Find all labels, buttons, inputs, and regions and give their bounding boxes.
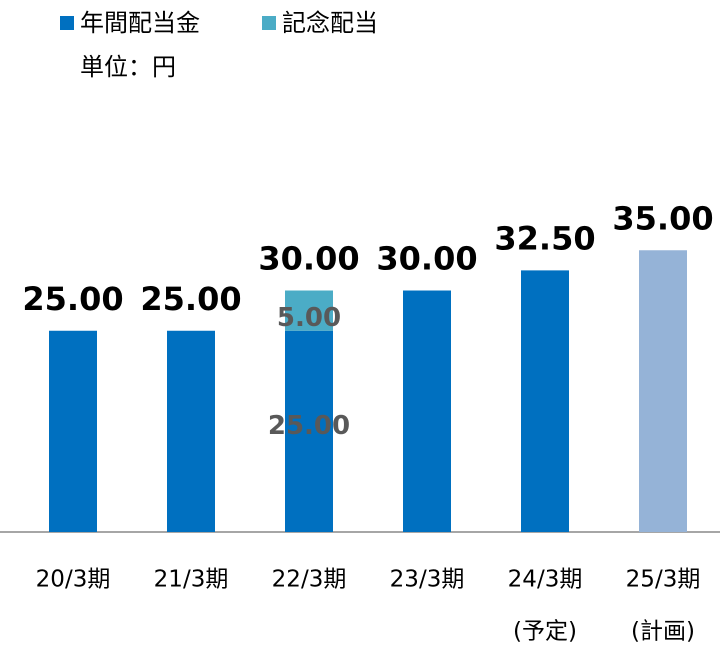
x-tick-label: 22/3期 <box>272 567 347 593</box>
total-label: 25.00 <box>140 280 241 318</box>
total-label: 30.00 <box>376 240 477 278</box>
bar-segment <box>521 270 569 532</box>
total-label: 35.00 <box>612 199 713 237</box>
total-label: 32.50 <box>494 219 595 257</box>
legend-label: 記念配当 <box>282 9 378 37</box>
x-tick-label: 24/3期 <box>508 567 583 593</box>
total-label: 30.00 <box>258 240 359 278</box>
legend-swatch <box>60 16 74 30</box>
unit-label: 単位：円 <box>80 53 176 81</box>
segment-label: 5.00 <box>277 303 341 333</box>
bar-segment <box>403 290 451 532</box>
x-tick-label: 23/3期 <box>390 567 465 593</box>
bar-segment <box>285 330 333 532</box>
segment-label: 25.00 <box>268 411 350 441</box>
bar-segment <box>285 290 333 331</box>
legend-label: 年間配当金 <box>80 9 200 37</box>
x-tick-label: 21/3期 <box>154 567 229 593</box>
total-label: 25.00 <box>22 280 123 318</box>
legend-swatch <box>262 16 276 30</box>
bar-segment <box>167 330 215 532</box>
x-tick-label: (予定) <box>513 619 577 645</box>
x-tick-label: 25/3期 <box>626 567 701 593</box>
x-tick-label: 20/3期 <box>36 567 111 593</box>
bar-segment <box>639 250 687 532</box>
bar-segment <box>49 330 97 532</box>
x-tick-label: (計画) <box>631 619 695 645</box>
